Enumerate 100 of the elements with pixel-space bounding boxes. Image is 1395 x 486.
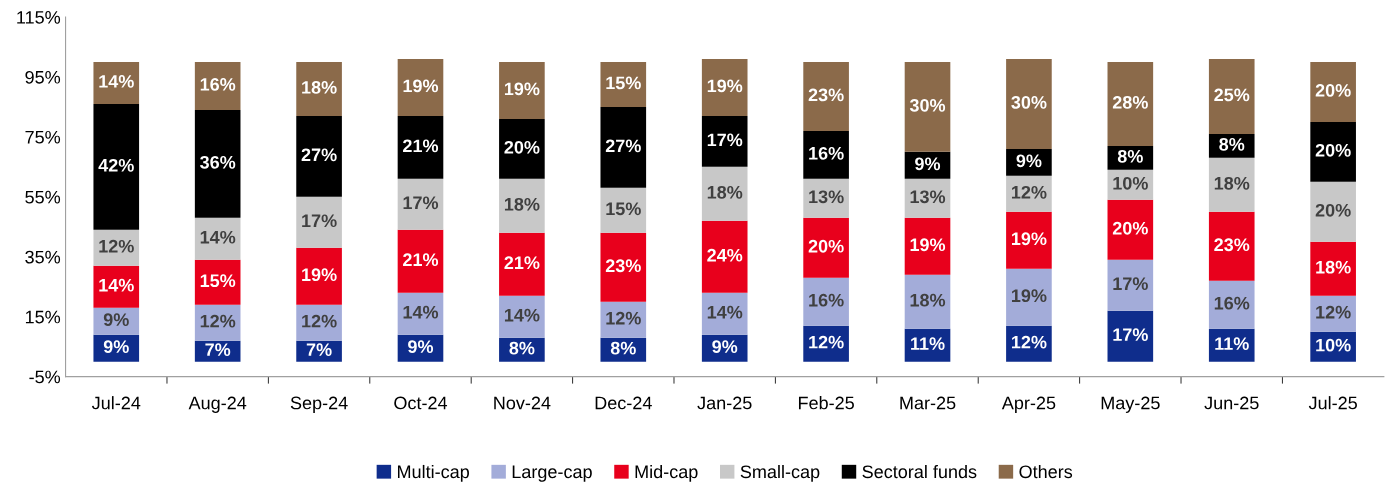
bar	[1107, 61, 1154, 146]
data-label: 17%	[1113, 277, 1148, 291]
y-tick-label: -5%	[29, 370, 61, 384]
data-label: 24%	[707, 248, 743, 262]
legend-label: Others	[1019, 464, 1073, 479]
bar	[701, 58, 748, 116]
bar	[803, 178, 849, 218]
legend-label: Small-cap	[740, 464, 820, 482]
x-tick-label: Sep-24	[290, 396, 348, 413]
data-label: 18%	[302, 81, 337, 94]
data-label: 17%	[302, 214, 337, 228]
data-label: 9%	[1016, 154, 1042, 168]
bar	[803, 61, 849, 131]
data-label: 16%	[809, 293, 844, 307]
x-tick-label: Jun-25	[1204, 396, 1259, 410]
legend-label: Sectoral funds	[862, 464, 977, 479]
data-label: 19%	[1011, 289, 1047, 303]
bar	[1208, 280, 1255, 329]
data-label: 14%	[200, 230, 236, 244]
bar	[600, 61, 647, 107]
data-label: 19%	[504, 82, 540, 96]
bar	[499, 295, 545, 338]
data-label: 12%	[1011, 185, 1047, 199]
data-label: 16%	[1214, 296, 1250, 310]
data-label: 21%	[403, 139, 439, 153]
bar	[1208, 157, 1255, 212]
bar	[194, 109, 241, 218]
data-label: 23%	[808, 88, 844, 102]
data-label: 9%	[915, 157, 941, 171]
x-tick-label: Oct-24	[394, 396, 448, 410]
data-label: 15%	[606, 76, 641, 90]
data-label: 11%	[1215, 337, 1249, 350]
x-tick-label: Feb-25	[798, 396, 854, 410]
bar	[93, 103, 140, 230]
data-label: 21%	[504, 256, 540, 270]
bar	[1006, 58, 1052, 149]
bar	[904, 274, 951, 329]
data-label: 30%	[1011, 95, 1047, 109]
bar	[397, 58, 444, 116]
data-label: 8%	[1219, 137, 1245, 151]
data-label: 9%	[103, 340, 129, 354]
bar	[1107, 259, 1154, 311]
x-tick-label: May-25	[1101, 396, 1160, 413]
bar	[296, 196, 342, 248]
bar	[499, 61, 545, 119]
data-label: 23%	[605, 259, 641, 273]
bar	[701, 166, 748, 221]
bar	[1208, 58, 1255, 134]
data-label: 19%	[910, 238, 946, 252]
data-label: 30%	[909, 98, 946, 112]
bar	[600, 232, 647, 302]
bar	[296, 304, 342, 341]
data-label: 9%	[712, 340, 738, 354]
data-label: 19%	[1011, 232, 1047, 246]
data-label: 12%	[99, 239, 134, 253]
data-label: 12%	[606, 311, 641, 325]
data-label: 16%	[809, 146, 844, 160]
bar	[1006, 268, 1052, 326]
bar	[1310, 181, 1356, 242]
y-tick-label: 95%	[25, 70, 61, 84]
data-label: 15%	[606, 202, 641, 216]
bar	[600, 106, 647, 188]
x-tick-label: Mar-25	[900, 396, 956, 410]
data-label: 42%	[98, 158, 134, 172]
data-label: 7%	[306, 343, 332, 356]
data-label: 21%	[403, 253, 439, 267]
bar	[803, 277, 849, 326]
data-label: 20%	[1315, 84, 1351, 97]
bar	[1107, 310, 1154, 362]
data-label: 20%	[1315, 203, 1351, 217]
bar	[701, 115, 748, 167]
bar	[93, 229, 140, 266]
data-label: 25%	[1214, 88, 1250, 102]
bar	[1006, 211, 1052, 269]
data-label: 14%	[504, 308, 540, 322]
data-label: 12%	[1011, 335, 1047, 349]
data-label: 17%	[1113, 328, 1148, 341]
x-tick-label: Jan-25	[697, 396, 752, 410]
bar	[1310, 241, 1356, 296]
data-label: 14%	[99, 75, 134, 88]
bar	[701, 292, 748, 335]
data-label: 16%	[200, 78, 236, 91]
bar	[701, 220, 748, 293]
data-label: 20%	[1315, 143, 1351, 157]
data-label: 13%	[910, 190, 946, 204]
y-tick-label: 35%	[25, 250, 61, 264]
bar	[1107, 199, 1154, 260]
x-tick-label: Dec-24	[595, 396, 652, 410]
y-tick-label: 75%	[25, 130, 61, 144]
bar	[194, 61, 241, 110]
data-label: 8%	[1117, 149, 1143, 163]
bar	[296, 61, 342, 116]
x-tick-label: Jul-24	[91, 396, 141, 410]
bar	[397, 229, 444, 293]
data-label: 12%	[302, 314, 337, 328]
data-label: 19%	[302, 268, 337, 282]
bar	[499, 232, 545, 296]
data-label: 9%	[103, 313, 129, 327]
bar	[1006, 325, 1052, 362]
data-label: 8%	[509, 341, 535, 355]
